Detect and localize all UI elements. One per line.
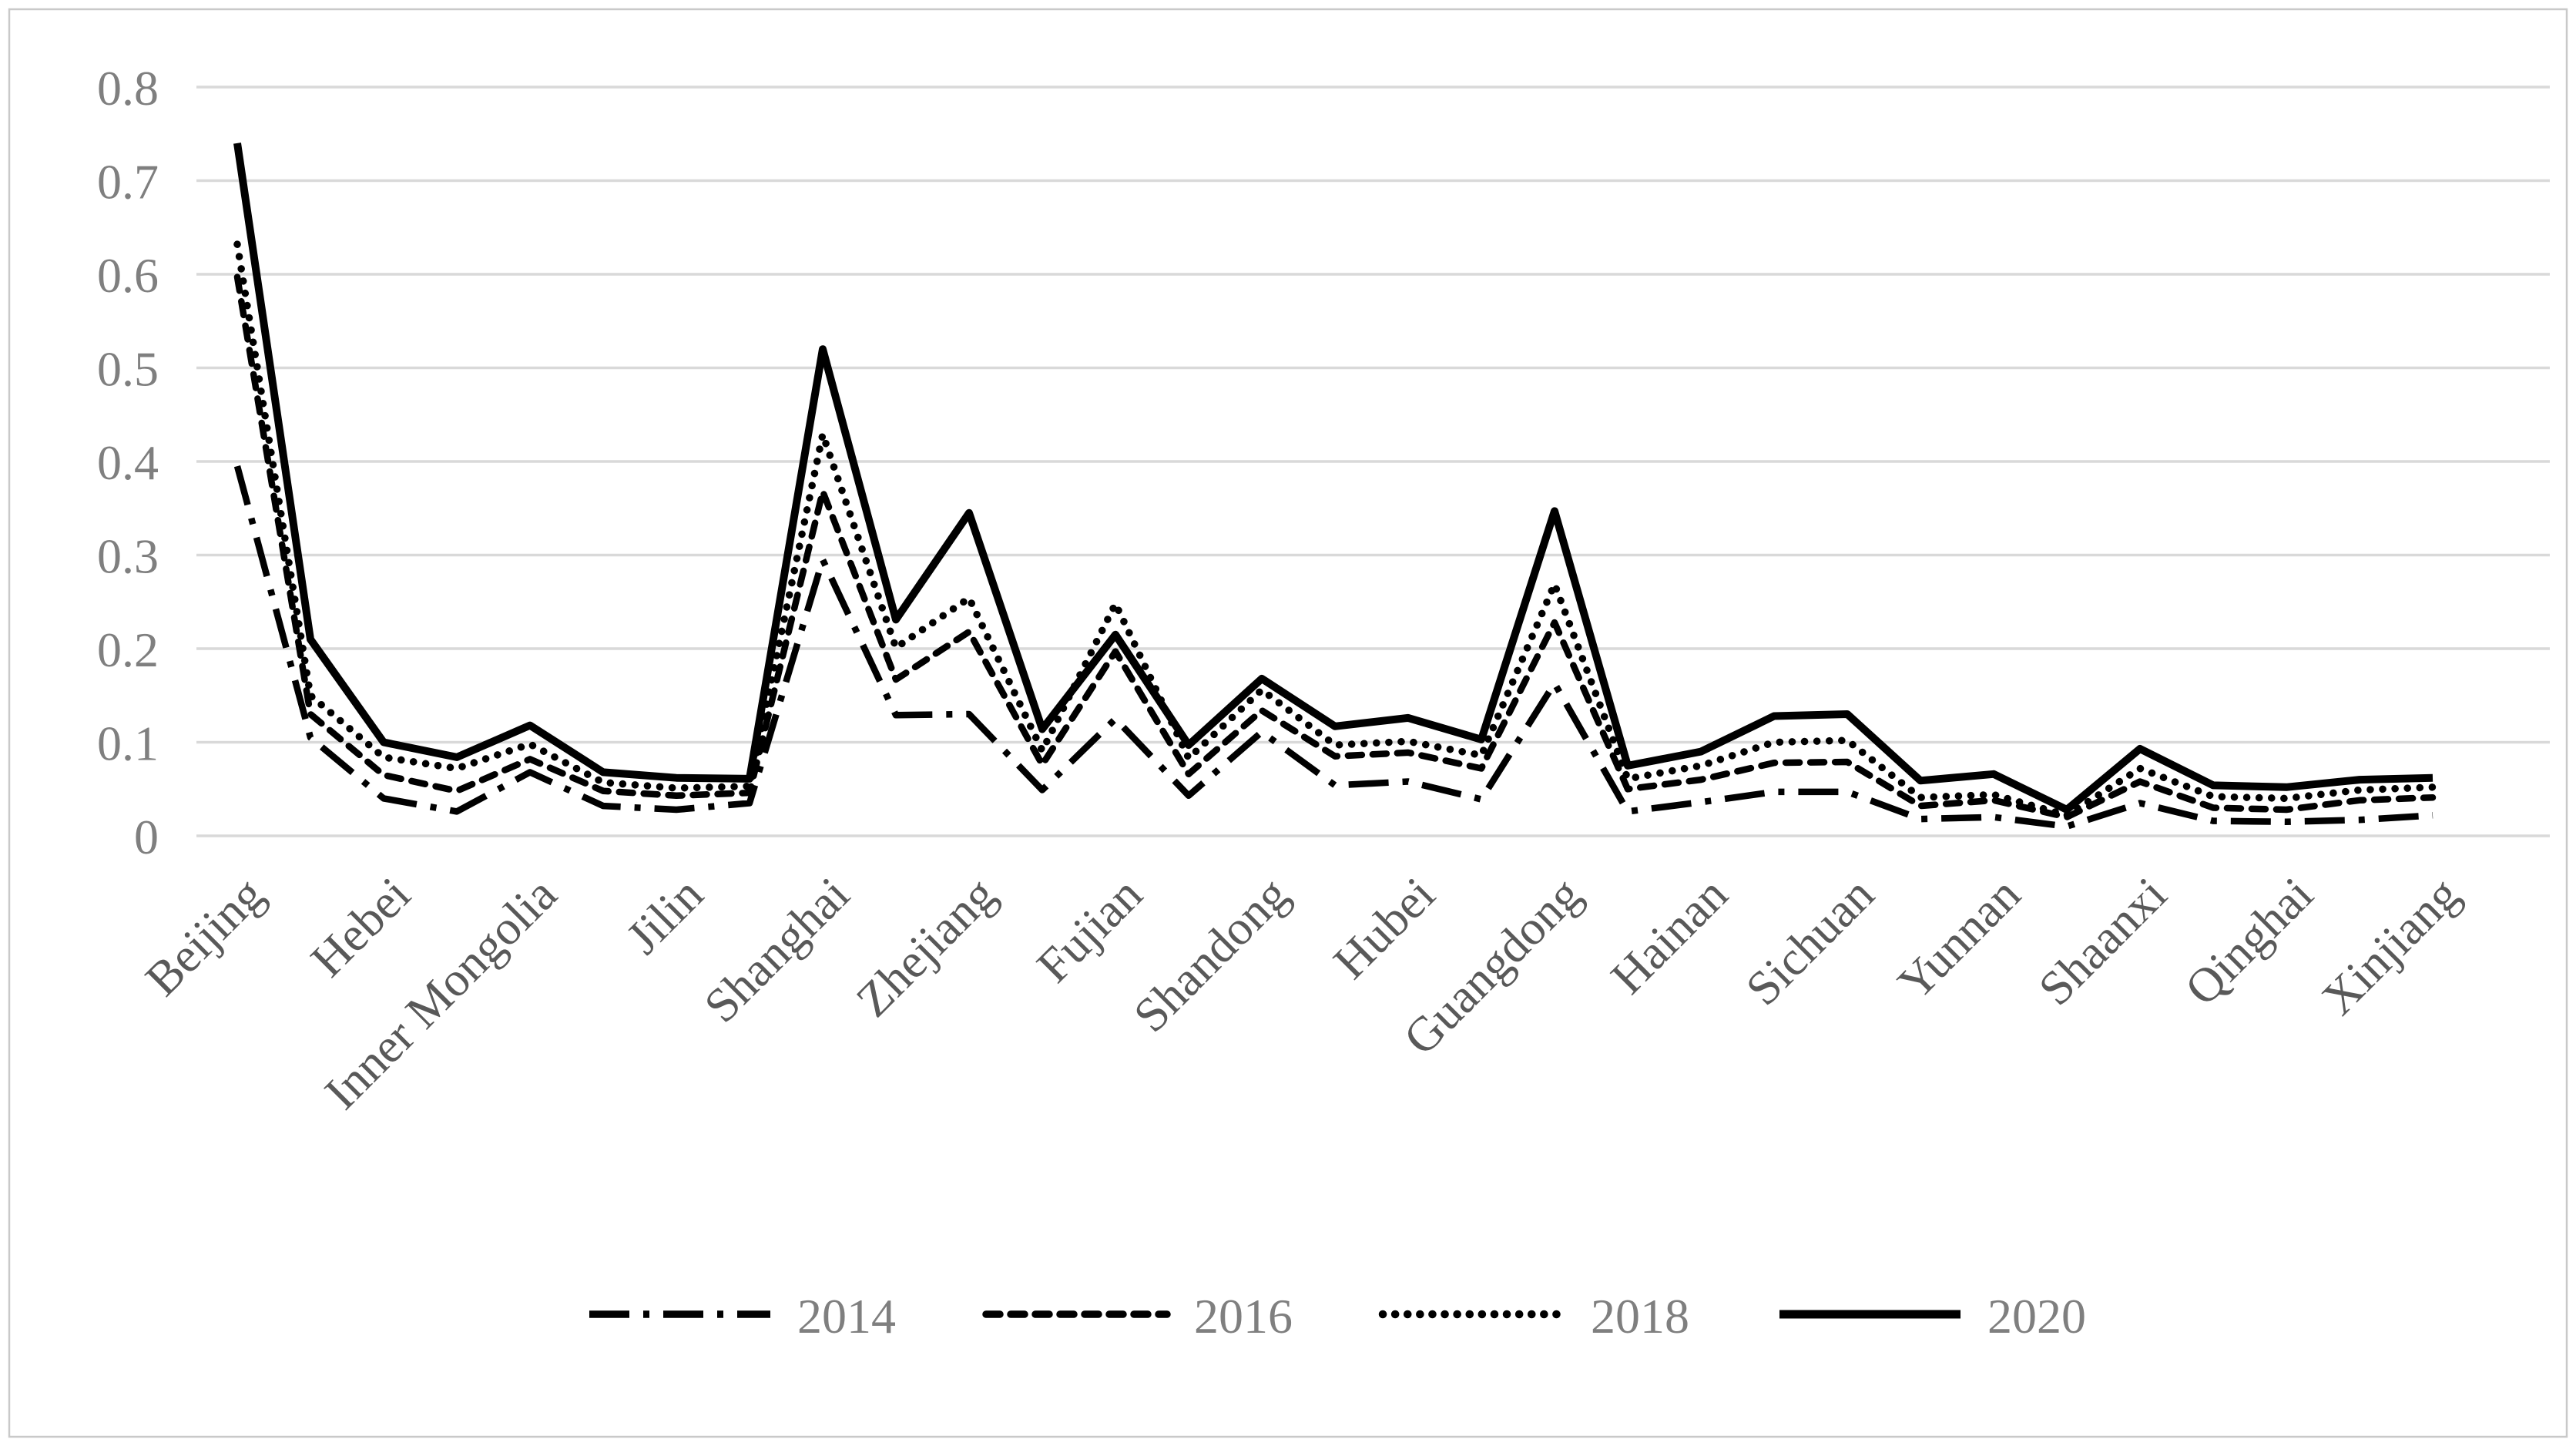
y-tick-label: 0 (134, 810, 159, 864)
legend-item-2016: 2016 (982, 1289, 1293, 1344)
y-tick-label: 0.2 (97, 622, 159, 677)
y-tick-label: 0.7 (97, 155, 159, 210)
data-series-lines (233, 143, 2437, 830)
legend-label-2016: 2016 (1194, 1289, 1293, 1344)
legend-item-2018: 2018 (1378, 1289, 1689, 1344)
y-tick-label: 0.3 (97, 529, 159, 584)
legend: 2014 2016 2018 2020 (589, 1289, 2086, 1344)
y-tick-label: 0.8 (97, 61, 159, 116)
legend-label-2018: 2018 (1591, 1289, 1689, 1344)
y-tick-label: 0.6 (97, 248, 159, 303)
series-line-2018 (233, 240, 2437, 820)
legend-item-2020: 2020 (1779, 1289, 2086, 1344)
legend-item-2014: 2014 (589, 1289, 896, 1344)
gridlines (196, 86, 2550, 837)
y-tick-label: 0.1 (97, 716, 159, 771)
y-tick-label: 0.5 (97, 342, 159, 397)
series-line-2014 (233, 465, 2433, 830)
y-axis-tick-labels: 0 0.1 0.2 0.3 0.4 0.5 0.6 0.7 0.8 (97, 61, 159, 864)
y-tick-label: 0.4 (97, 435, 159, 490)
series-line-2020 (233, 143, 2433, 814)
legend-label-2014: 2014 (797, 1289, 896, 1344)
legend-label-2020: 2020 (1987, 1289, 2086, 1344)
